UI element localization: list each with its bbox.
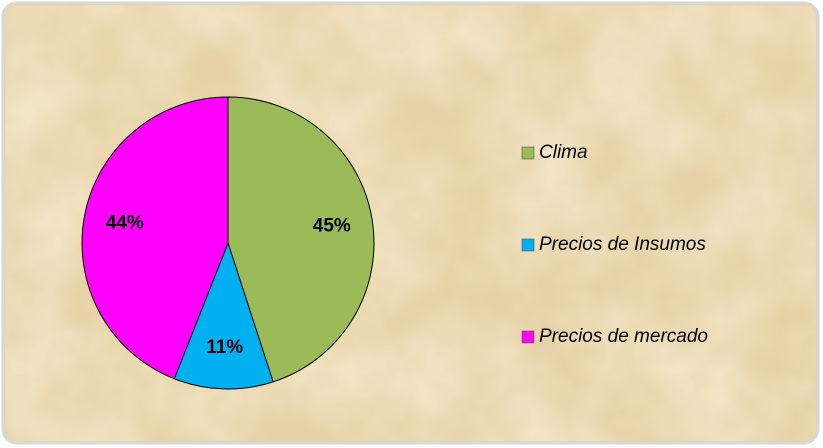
legend-swatch <box>521 238 535 252</box>
data-label: 45% <box>313 216 351 237</box>
legend-swatch <box>521 146 535 160</box>
legend-label: Precios de mercado <box>539 326 708 347</box>
legend-label: Clima <box>539 142 588 163</box>
data-label: 44% <box>106 212 144 233</box>
pie-slice <box>227 96 375 383</box>
legend-label: Precios de Insumos <box>539 234 706 255</box>
legend-swatch <box>521 330 535 344</box>
pie-slice <box>81 96 229 380</box>
pie-slice <box>173 241 274 390</box>
data-label: 11% <box>206 337 243 358</box>
